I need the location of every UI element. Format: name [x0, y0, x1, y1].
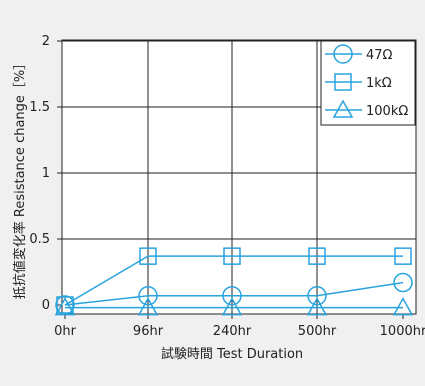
series-line	[64, 281, 404, 306]
y-tick-label: 1.5	[29, 100, 50, 115]
y-tick-label: 0.5	[29, 232, 50, 247]
data-point	[221, 297, 243, 316]
series-line	[64, 255, 403, 306]
data-point	[392, 297, 414, 316]
legend: 47Ω 1kΩ 100kΩ	[320, 40, 416, 126]
x-tick-label: 0hr	[54, 324, 77, 339]
data-point	[223, 247, 241, 265]
data-point	[139, 247, 157, 265]
legend-label: 47Ω	[366, 48, 393, 63]
legend-marker	[333, 44, 353, 64]
data-point	[222, 286, 242, 306]
y-tick-labels: 0 0.5 1 1.5 2	[29, 34, 50, 313]
x-axis-title: 試験時間 Test Duration	[161, 346, 303, 362]
legend-marker	[334, 73, 352, 91]
legend-label: 1kΩ	[366, 76, 392, 91]
data-point	[308, 247, 326, 265]
data-point	[394, 247, 412, 265]
legend-label: 100kΩ	[366, 104, 408, 119]
y-tick-label: 2	[42, 34, 50, 49]
x-tick-labels: 0hr 96hr 240hr 500hr 1000hr	[54, 324, 425, 339]
data-point	[137, 297, 159, 316]
y-axis-title: 抵抗値変化率 Resistance change［%］	[12, 57, 28, 300]
data-point	[56, 296, 74, 314]
series-group	[54, 247, 414, 316]
x-tick-label: 240hr	[213, 324, 252, 339]
data-point	[138, 286, 158, 306]
data-point	[306, 297, 328, 316]
x-tick-label: 500hr	[298, 324, 337, 339]
legend-marker	[332, 99, 354, 118]
y-tick-label: 1	[42, 166, 50, 181]
x-tick-label: 96hr	[133, 324, 164, 339]
data-point	[54, 297, 76, 316]
data-point	[393, 272, 413, 293]
data-point	[307, 286, 327, 306]
x-tick-label: 1000hr	[380, 324, 425, 339]
y-tick-label: 0	[42, 298, 50, 313]
